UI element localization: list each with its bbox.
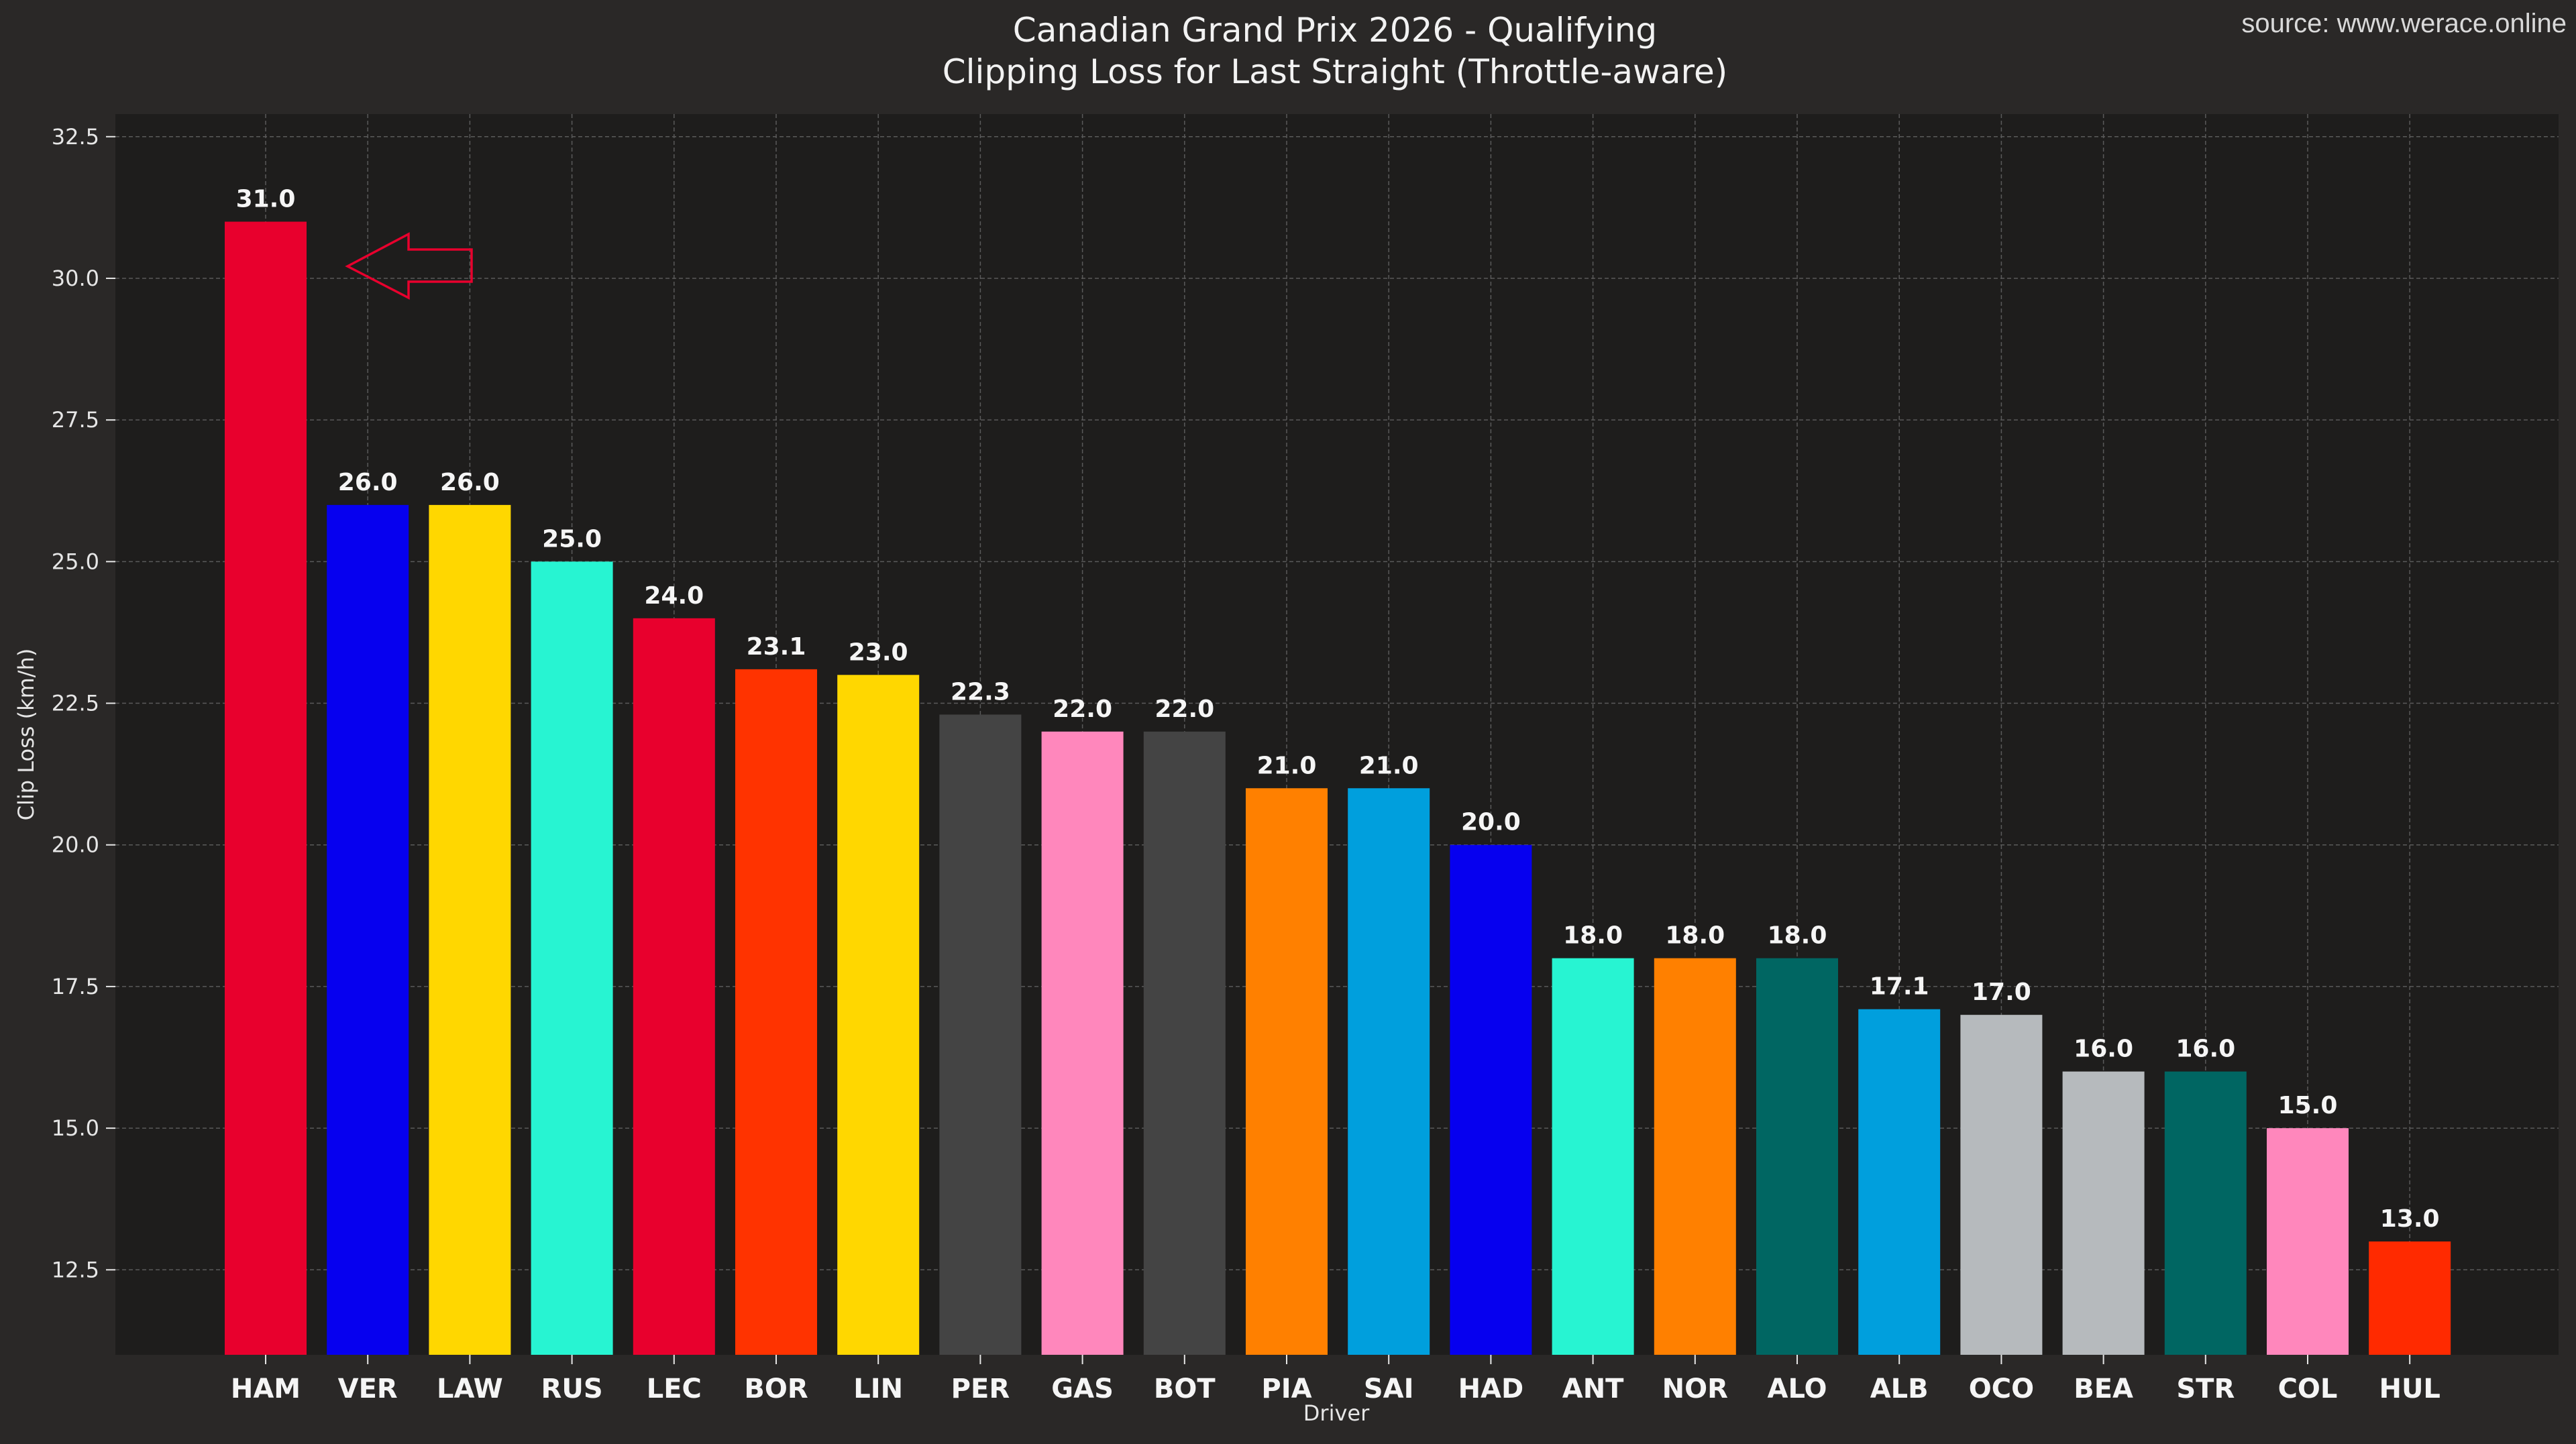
bar-ham: [225, 221, 307, 1355]
value-label: 31.0: [236, 186, 296, 213]
x-tick-label: ANT: [1562, 1374, 1624, 1404]
value-label: 21.0: [1257, 752, 1317, 779]
x-tick-label: HUL: [2379, 1374, 2440, 1404]
x-tick-label: ALB: [1870, 1374, 1929, 1404]
bar-law: [429, 504, 511, 1355]
y-tick-label: 17.5: [52, 974, 99, 999]
bar-str: [2164, 1071, 2247, 1355]
bar-hul: [2369, 1241, 2451, 1355]
bar-per: [939, 714, 1022, 1355]
value-label: 24.0: [644, 582, 704, 610]
bar-nor: [1654, 958, 1736, 1355]
bar-pia: [1246, 788, 1328, 1355]
y-tick-label: 27.5: [52, 407, 99, 433]
x-tick-label: ALO: [1767, 1374, 1827, 1404]
x-tick-label: LAW: [437, 1374, 503, 1404]
value-labels: 31.0 26.0 26.0 25.0 24.0 23.1 23.0 22.3 22.0 22.0…: [236, 186, 2440, 1233]
x-tick-label: PER: [951, 1374, 1010, 1404]
value-label: 23.1: [747, 633, 806, 661]
bar-had: [1450, 844, 1532, 1355]
bar-lec: [633, 618, 715, 1355]
value-label: 13.0: [2380, 1205, 2440, 1233]
x-tick-label: BOT: [1154, 1374, 1216, 1404]
y-tick-label: 12.5: [52, 1257, 99, 1282]
value-label: 22.0: [1053, 696, 1112, 723]
plot-area: [115, 114, 2559, 1355]
source-label: source: www.werace.online: [2241, 9, 2567, 38]
x-tick-label: COL: [2278, 1374, 2338, 1404]
y-axis: 12.5 15.0 17.5 20.0 22.5 25.0 27.5 30.0 32.5: [52, 124, 115, 1282]
value-label: 16.0: [2176, 1036, 2235, 1063]
bar-lin: [837, 675, 920, 1355]
value-label: 22.3: [951, 678, 1010, 706]
y-tick-label: 25.0: [52, 549, 99, 574]
bar-ant: [1552, 958, 1634, 1355]
bar-gas: [1041, 731, 1124, 1355]
value-label: 18.0: [1768, 922, 1827, 950]
bar-bot: [1143, 731, 1226, 1355]
value-label: 26.0: [338, 469, 398, 496]
bar-alb: [1858, 1009, 1941, 1355]
value-label: 17.0: [1972, 979, 2031, 1006]
x-tick-label: OCO: [1969, 1374, 2034, 1404]
x-tick-label: NOR: [1662, 1374, 1728, 1404]
x-tick-label: LEC: [647, 1374, 702, 1404]
x-tick-label: STR: [2176, 1374, 2235, 1404]
bar-rus: [531, 561, 613, 1355]
value-label: 23.0: [849, 638, 908, 666]
bar-col: [2267, 1128, 2349, 1355]
x-axis-label: Driver: [1303, 1400, 1370, 1426]
x-tick-label: RUS: [541, 1374, 603, 1404]
y-tick-label: 32.5: [52, 124, 99, 150]
x-axis: HAM VER LAW RUS LEC BOR LIN PER GAS BOT PIA SAI HAD A…: [231, 1355, 2440, 1404]
x-tick-label: HAM: [231, 1374, 301, 1404]
y-tick-label: 15.0: [52, 1115, 99, 1141]
value-label: 18.0: [1563, 922, 1623, 950]
bar-oco: [1960, 1015, 2043, 1355]
x-tick-label: GAS: [1051, 1374, 1114, 1404]
value-label: 26.0: [440, 469, 500, 496]
y-tick-label: 20.0: [52, 832, 99, 858]
x-tick-label: BOR: [744, 1374, 808, 1404]
annotation-arrow: [345, 232, 473, 300]
x-tick-label: SAI: [1364, 1374, 1414, 1404]
bars: [225, 221, 2451, 1355]
value-label: 20.0: [1461, 809, 1521, 836]
bar-bor: [735, 669, 817, 1355]
x-tick-label: VER: [338, 1374, 398, 1404]
value-label: 15.0: [2278, 1092, 2338, 1119]
x-tick-label: HAD: [1458, 1374, 1524, 1404]
value-label: 17.1: [1870, 973, 1929, 1001]
y-axis-label: Clip Loss (km/h): [13, 649, 39, 821]
bar-alo: [1756, 958, 1838, 1355]
chart-subtitle: Clipping Loss for Last Straight (Throttl…: [943, 52, 1728, 91]
value-label: 25.0: [542, 525, 602, 553]
value-label: 18.0: [1665, 922, 1725, 950]
chart-title: Canadian Grand Prix 2026 - Qualifying: [1013, 11, 1657, 50]
y-tick-label: 30.0: [52, 266, 99, 291]
x-tick-label: PIA: [1261, 1374, 1311, 1404]
bar-bea: [2062, 1071, 2145, 1355]
value-label: 21.0: [1359, 752, 1419, 779]
value-label: 16.0: [2074, 1036, 2133, 1063]
bar-sai: [1348, 788, 1430, 1355]
value-label: 22.0: [1155, 696, 1214, 723]
x-tick-label: LIN: [853, 1374, 903, 1404]
y-tick-label: 22.5: [52, 691, 99, 716]
bar-ver: [327, 504, 409, 1355]
x-tick-label: BEA: [2074, 1374, 2133, 1404]
